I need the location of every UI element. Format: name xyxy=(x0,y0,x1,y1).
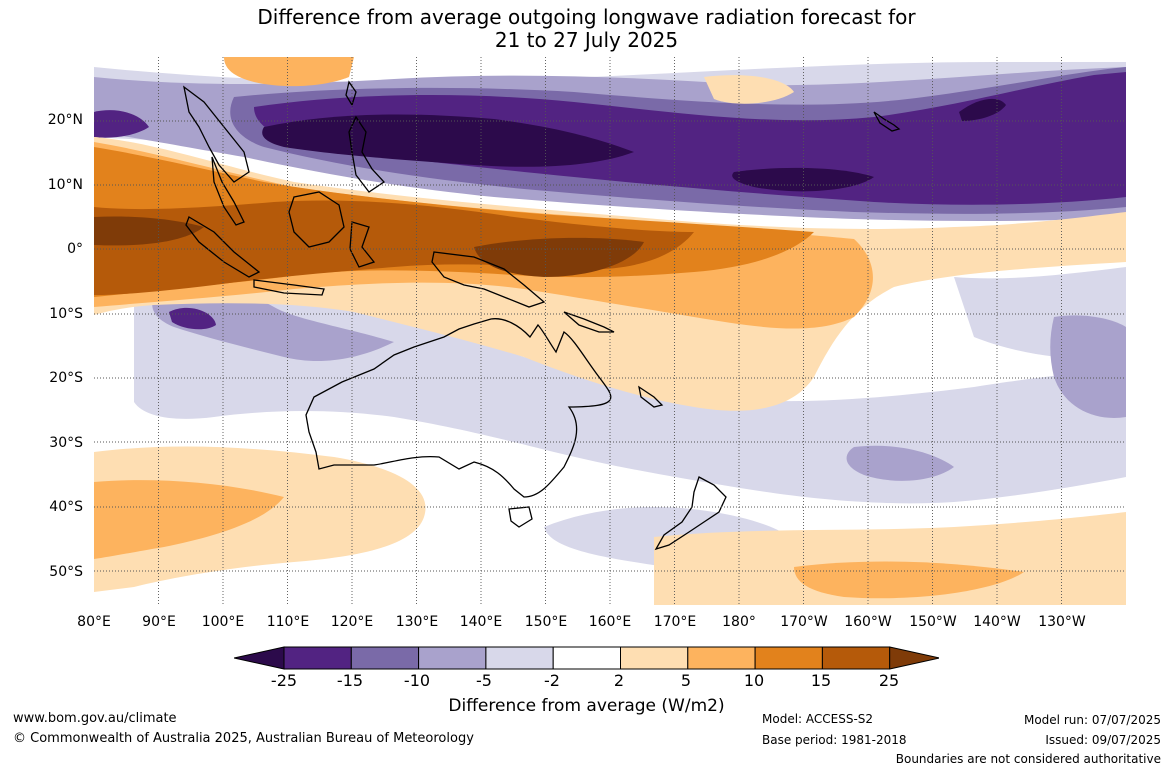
colorbar-high-extension xyxy=(889,646,939,670)
colorbar-segment xyxy=(283,646,352,670)
lon-label-110E: 110°E xyxy=(266,614,310,630)
lat-label-20S: 20°S xyxy=(49,370,83,386)
lon-label-120E: 120°E xyxy=(330,614,374,630)
lon-label-130W: 130°W xyxy=(1038,614,1086,630)
colorbar-segment xyxy=(350,646,420,670)
lon-label-150W: 150°W xyxy=(909,614,957,630)
new-caledonia-coastline xyxy=(638,385,664,408)
hawaii-coastline xyxy=(873,111,901,132)
lat-label-50S: 50°S xyxy=(49,564,83,580)
lon-label-130E: 130°E xyxy=(395,614,439,630)
lon-label-160E: 160°E xyxy=(588,614,632,630)
colorbar-tick-label: -2 xyxy=(544,671,560,690)
indochina-coastline xyxy=(183,85,250,183)
colorbar-segment xyxy=(485,646,554,670)
southern-moderate-negative-region xyxy=(152,290,1126,481)
lat-label-40S: 40°S xyxy=(49,499,83,515)
boundaries-disclaimer: Boundaries are not considered authoritat… xyxy=(895,752,1161,766)
colorbar-segment xyxy=(754,646,823,670)
website-url: www.bom.gov.au/climate xyxy=(13,711,177,726)
southern-positive-anomaly-region xyxy=(94,57,1126,605)
lat-label-10N: 10°N xyxy=(47,177,83,193)
olr-anomaly-map xyxy=(94,57,1126,605)
copyright-notice: © Commonwealth of Australia 2025, Austra… xyxy=(13,731,474,746)
issued-date: Issued: 09/07/2025 xyxy=(1045,733,1161,747)
lon-label-160W: 160°W xyxy=(844,614,892,630)
model-name: Model: ACCESS-S2 xyxy=(762,712,874,726)
lon-label-90E: 90°E xyxy=(142,614,176,630)
colorbar-low-extension xyxy=(234,646,285,670)
colorbar-segment xyxy=(418,646,487,670)
lon-label-170W: 170°W xyxy=(780,614,828,630)
lon-label-80E: 80°E xyxy=(77,614,111,630)
map-title-line2: 21 to 27 July 2025 xyxy=(494,28,679,52)
new-guinea-coastline xyxy=(431,251,546,308)
colorbar-tick-label: -5 xyxy=(476,671,492,690)
colorbar-segment xyxy=(552,646,622,670)
lat-label-0: 0° xyxy=(67,241,83,257)
southern-strong-negative-spot xyxy=(169,307,216,330)
lon-label-100E: 100°E xyxy=(201,614,245,630)
colorbar-segment xyxy=(620,646,689,670)
colorbar-tick-label: 5 xyxy=(680,671,692,690)
colorbar-tick-label: 10 xyxy=(743,671,765,690)
philippines-coastline xyxy=(348,115,385,193)
graticule-lines xyxy=(94,57,1126,605)
colorbar-tick-label: 15 xyxy=(810,671,832,690)
lat-label-30S: 30°S xyxy=(49,435,83,451)
sumatra-coastline xyxy=(185,216,261,278)
colorbar xyxy=(234,646,939,670)
colorbar-title: Difference from average (W/m2) xyxy=(448,696,725,716)
colorbar-tick-label: -15 xyxy=(336,671,364,690)
lon-label-180: 180° xyxy=(722,614,756,630)
lon-label-150E: 150°E xyxy=(524,614,568,630)
borneo-coastline xyxy=(288,191,345,248)
colorbar-segment xyxy=(821,646,891,670)
colorbar-tick-label: 2 xyxy=(613,671,625,690)
model-run-date: Model run: 07/07/2025 xyxy=(1023,713,1161,727)
australia-coastline xyxy=(305,318,612,498)
tasmania-coastline xyxy=(508,506,533,528)
colorbar-tick-label: -25 xyxy=(270,671,298,690)
colorbar-tick-label: -10 xyxy=(403,671,431,690)
lon-label-140W: 140°W xyxy=(973,614,1021,630)
map-title-line1: Difference from average outgoing longwav… xyxy=(257,5,916,29)
colorbar-segment xyxy=(687,646,756,670)
java-coastline xyxy=(253,279,325,296)
solomon-islands-coastline xyxy=(563,311,615,333)
lat-label-20N: 20°N xyxy=(47,112,83,128)
lon-label-140E: 140°E xyxy=(459,614,503,630)
base-period: Base period: 1981-2018 xyxy=(762,733,907,747)
lon-label-170E: 170°E xyxy=(653,614,697,630)
colorbar-tick-label: 25 xyxy=(878,671,900,690)
lat-label-10S: 10°S xyxy=(49,306,83,322)
